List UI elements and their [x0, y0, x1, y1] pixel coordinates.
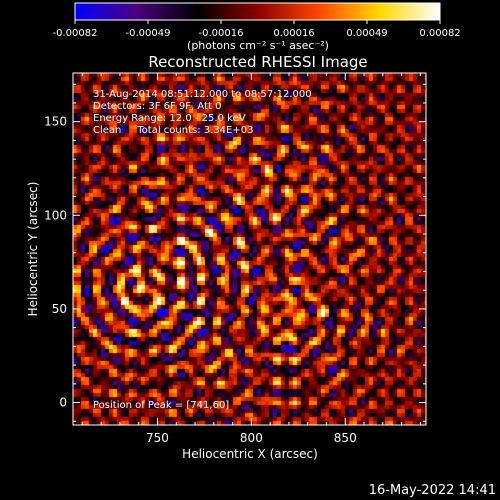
- y-tick-label: 50: [52, 302, 67, 316]
- annotation-energy-range: Energy Range: 12.0 - 25.0 keV: [93, 113, 246, 124]
- y-tick-label: 150: [44, 115, 67, 129]
- colorbar-tick-label: -0.00016: [199, 28, 244, 39]
- colorbar-ticks: -0.00082 -0.00049 -0.00016 0.00016 0.00049 0.…: [53, 20, 461, 39]
- annotation-time-range: 31-Aug-2014 08:51:12.000 to 08:57:12.000: [93, 89, 312, 100]
- colorbar-tick-label: -0.00082: [53, 28, 98, 39]
- heatmap-canvas: [73, 73, 426, 425]
- colorbar-fill: [75, 3, 440, 20]
- timestamp: 16-May-2022 14:41: [369, 483, 496, 498]
- x-tick-label: 850: [334, 431, 357, 445]
- annotation-counts: Clean Total counts: 3.34E+03: [93, 125, 253, 136]
- x-axis-label: Heliocentric X (arcsec): [182, 447, 318, 461]
- colorbar-tick-label: -0.00049: [126, 28, 171, 39]
- colorbar-tick-label: 0.00082: [419, 28, 460, 39]
- peak-position-label: Position of Peak = [741,60]: [93, 400, 229, 411]
- colorbar-frame: [74, 2, 441, 21]
- heatmap-container: [73, 73, 426, 425]
- chart-title: Reconstructed RHESSI Image: [148, 53, 367, 71]
- y-axis-label: Heliocentric Y (arcsec): [26, 182, 40, 317]
- x-tick-label: 800: [240, 431, 263, 445]
- y-tick-label: 100: [44, 208, 67, 222]
- x-tick-label: 750: [146, 431, 169, 445]
- annotation-block: 31-Aug-2014 08:51:12.000 to 08:57:12.000…: [93, 89, 312, 136]
- colorbar: -0.00082 -0.00049 -0.00016 0.00016 0.00049 0.…: [53, 2, 461, 52]
- plot-frame: [72, 72, 427, 426]
- colorbar-tick-label: 0.00016: [273, 28, 314, 39]
- annotation-detectors: Detectors: 3F 6F 9F, Att 0: [93, 101, 221, 112]
- y-tick-label: 0: [59, 396, 67, 410]
- colorbar-tick-label: 0.00049: [346, 28, 387, 39]
- y-axis: 0 50 100 150: [44, 83, 426, 422]
- x-axis: 750 800 850: [81, 73, 421, 445]
- colorbar-label: (photons cm⁻² s⁻¹ asec⁻²): [187, 39, 329, 52]
